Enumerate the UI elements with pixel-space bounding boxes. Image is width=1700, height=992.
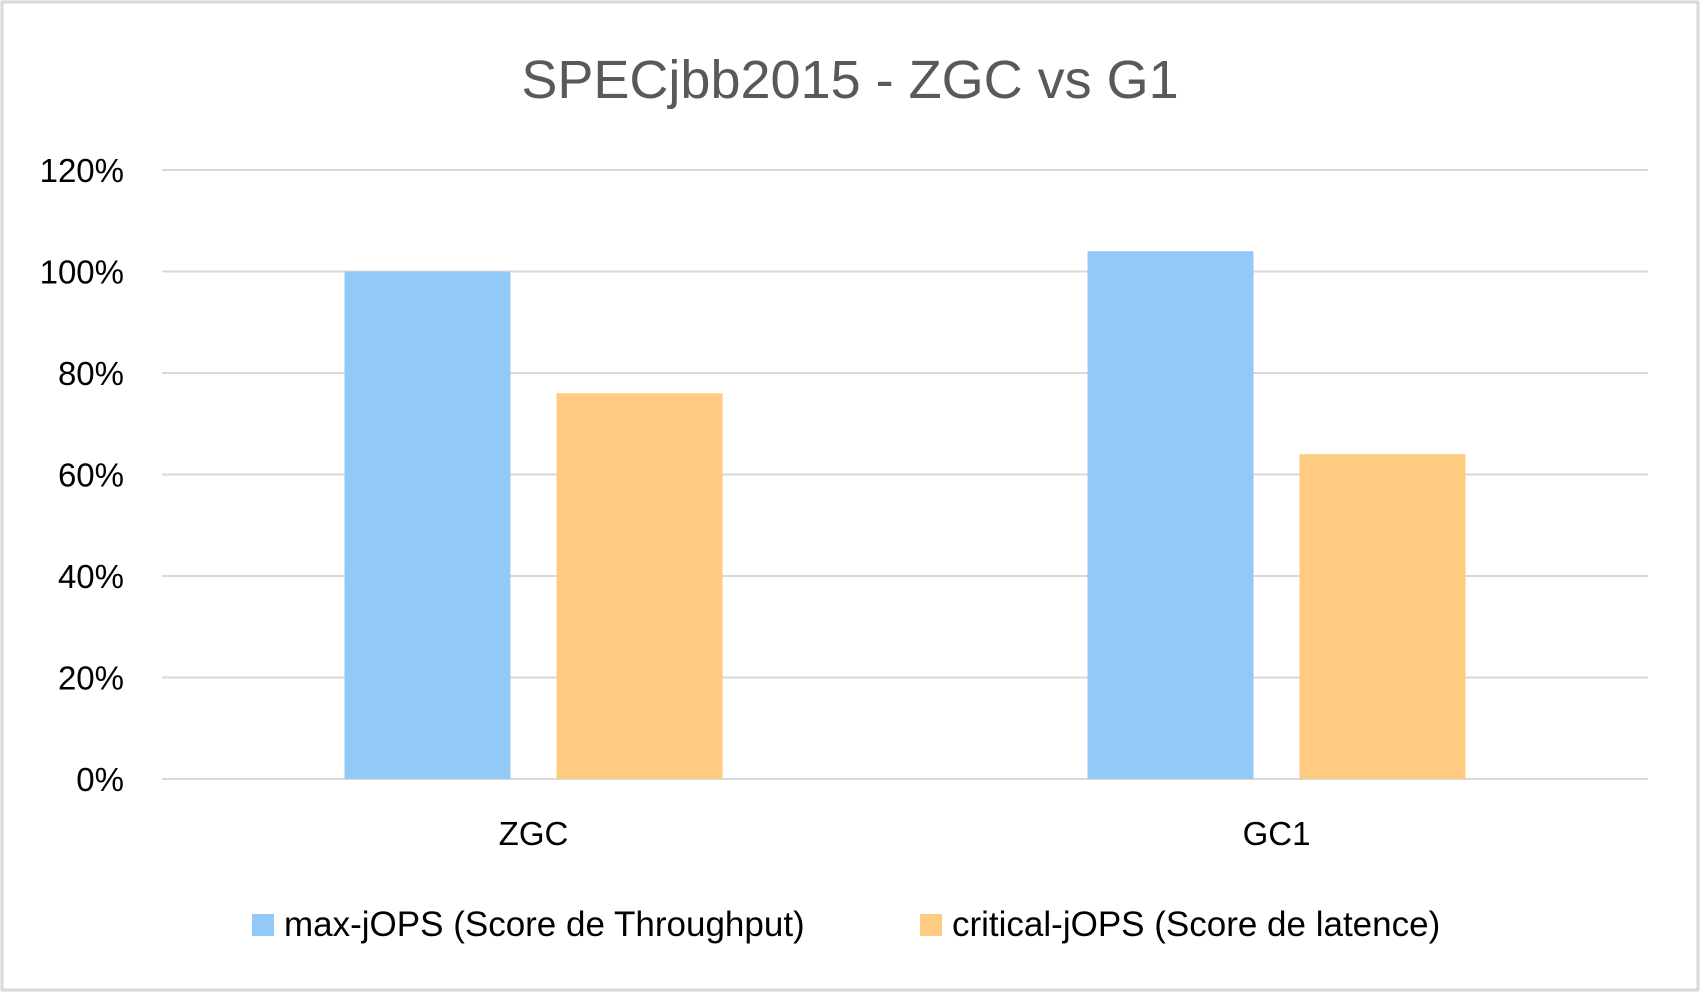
y-tick-label: 0% bbox=[76, 761, 124, 798]
bar-gc1-series-1 bbox=[1087, 251, 1254, 779]
x-axis-category-labels: ZGC GC1 bbox=[499, 815, 1311, 852]
legend-swatch bbox=[252, 914, 274, 936]
bar-gc1-series-2 bbox=[1299, 454, 1466, 779]
bar-zgc-series-2 bbox=[556, 393, 723, 779]
legend-swatch bbox=[920, 914, 942, 936]
chart-title: SPECjbb2015 - ZGC vs G1 bbox=[521, 50, 1178, 110]
y-tick-label: 80% bbox=[58, 355, 124, 392]
legend: max-jOPS (Score de Throughput) critical-j… bbox=[252, 905, 1440, 944]
y-tick-label: 120% bbox=[40, 152, 124, 189]
bar-zgc-series-1 bbox=[344, 271, 511, 779]
x-category-label: GC1 bbox=[1243, 815, 1311, 852]
y-tick-label: 40% bbox=[58, 558, 124, 595]
y-tick-label: 100% bbox=[40, 254, 124, 291]
legend-label: critical-jOPS (Score de latence) bbox=[952, 905, 1440, 944]
legend-label: max-jOPS (Score de Throughput) bbox=[284, 905, 805, 944]
y-tick-label: 20% bbox=[58, 660, 124, 697]
y-axis-tick-labels: 0% 20% 40% 60% 80% 100% 120% bbox=[40, 152, 124, 798]
x-category-label: ZGC bbox=[499, 815, 569, 852]
y-tick-label: 60% bbox=[58, 457, 124, 494]
bars bbox=[344, 251, 1466, 779]
